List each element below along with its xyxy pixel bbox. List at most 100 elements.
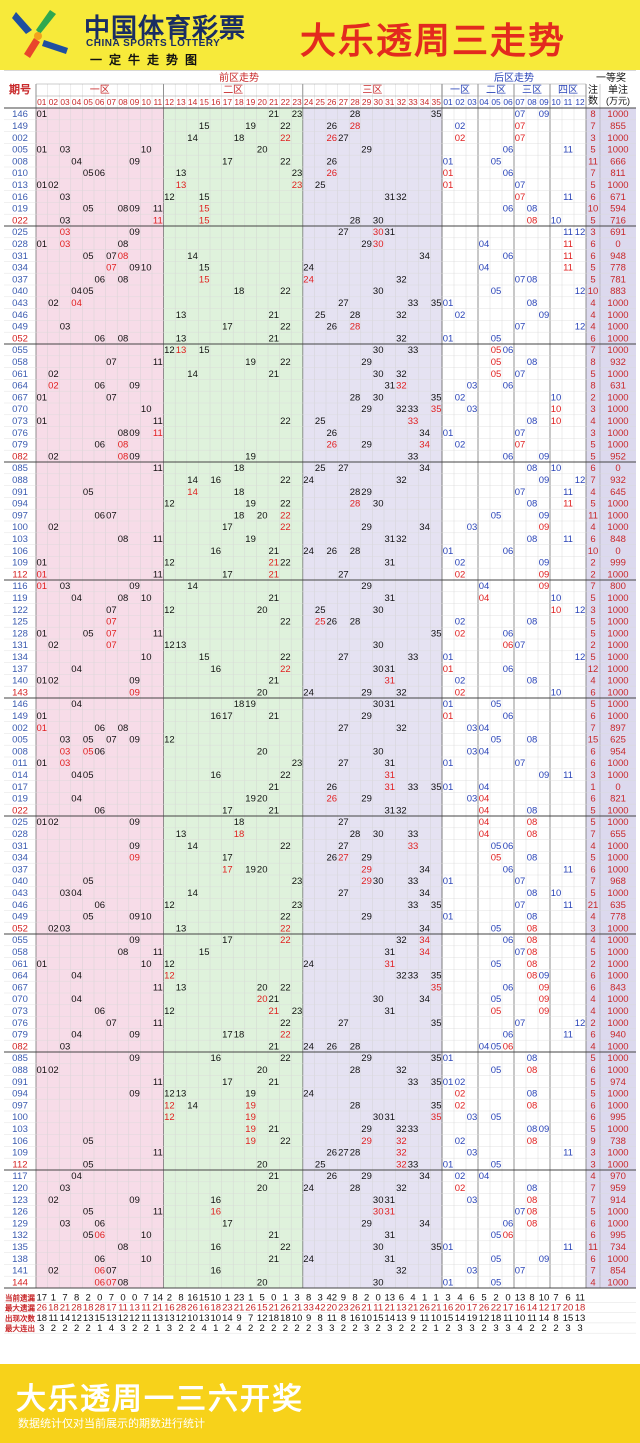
stat-front-value: 23 xyxy=(338,1303,349,1314)
issue-number: 117 xyxy=(12,1171,27,1182)
back-zone-label: 一区 xyxy=(450,84,470,96)
front-ball: 11 xyxy=(153,1148,163,1159)
stat-front-value: 21 xyxy=(153,1303,164,1314)
front-ball: 11 xyxy=(153,1018,163,1029)
front-ball: 31 xyxy=(385,227,396,238)
issue-number: 013 xyxy=(12,180,28,191)
front-ball: 06 xyxy=(95,1266,106,1277)
front-ball: 02 xyxy=(48,298,59,309)
prize-count: 6 xyxy=(590,971,595,982)
back-ball: 07 xyxy=(515,322,526,333)
stat-front-value: 17 xyxy=(37,1292,48,1303)
back-ball: 06 xyxy=(503,451,514,462)
front-ball: 11 xyxy=(153,628,163,639)
first-prize-header: 一等奖 xyxy=(596,71,626,84)
front-ball: 01 xyxy=(37,581,48,592)
stat-front-value: 3 xyxy=(167,1323,172,1334)
front-ball: 26 xyxy=(327,782,338,793)
front-ball: 05 xyxy=(83,1136,94,1147)
prize-count: 6 xyxy=(590,982,595,993)
front-ball: 31 xyxy=(385,805,396,816)
prize-amount: 970 xyxy=(610,1171,626,1182)
stat-front-value: 11 xyxy=(118,1303,128,1314)
prize-count: 5 xyxy=(590,699,595,710)
prize-count: 4 xyxy=(590,487,595,498)
prize-amount: 800 xyxy=(610,581,626,592)
prize-count: 5 xyxy=(590,1124,595,1135)
stat-front-value: 15 xyxy=(95,1313,106,1324)
stat-front-value: 2 xyxy=(86,1292,91,1303)
front-ball: 28 xyxy=(350,546,361,557)
back-ball: 10 xyxy=(551,416,562,427)
issue-number: 046 xyxy=(12,900,28,911)
prize-count: 3 xyxy=(590,605,595,616)
stat-front-value: 10 xyxy=(431,1313,442,1324)
front-ball: 29 xyxy=(361,711,372,722)
front-ball: 01 xyxy=(37,959,48,970)
stat-front-value: 11 xyxy=(48,1313,58,1324)
back-ball: 09 xyxy=(539,451,550,462)
front-ball: 22 xyxy=(280,652,291,663)
front-ball: 29 xyxy=(361,357,372,368)
stat-front-value: 13 xyxy=(129,1303,140,1314)
prize-count: 10 xyxy=(588,286,599,297)
stat-front-value: 2 xyxy=(74,1323,79,1334)
prize-count: 11 xyxy=(588,510,598,521)
stat-front-value: 3 xyxy=(329,1323,334,1334)
front-number-header: 31 xyxy=(385,97,395,107)
front-ball: 31 xyxy=(385,593,396,604)
front-ball: 07 xyxy=(106,392,117,403)
footer-banner: 大乐透周一三六开奖 数据统计仅对当前展示的期数进行统计 xyxy=(0,1364,640,1443)
prize-count: 6 xyxy=(590,758,595,769)
prize-count: 4 xyxy=(590,416,595,427)
prize-count: 6 xyxy=(590,192,595,203)
front-ball: 11 xyxy=(153,1207,163,1218)
front-ball: 07 xyxy=(106,617,117,628)
back-ball: 06 xyxy=(503,1041,514,1052)
issue-number: 143 xyxy=(12,687,28,698)
prize-amount: 968 xyxy=(610,876,626,887)
issue-number: 076 xyxy=(12,1018,28,1029)
back-number-header: 11 xyxy=(564,97,573,107)
front-ball: 29 xyxy=(361,876,372,887)
prize-amount: 1000 xyxy=(607,1159,628,1170)
back-ball: 08 xyxy=(527,357,538,368)
back-ball: 06 xyxy=(503,145,514,156)
front-ball: 17 xyxy=(222,569,233,580)
issue-number: 005 xyxy=(12,145,28,156)
front-ball: 01 xyxy=(37,416,48,427)
stat-front-value: 42 xyxy=(327,1292,338,1303)
prize-count: 10 xyxy=(588,546,599,557)
prize-count: 4 xyxy=(590,298,595,309)
front-ball: 07 xyxy=(106,510,117,521)
front-number-header: 23 xyxy=(292,97,302,107)
front-ball: 08 xyxy=(118,239,129,250)
stat-front-value: 8 xyxy=(318,1313,323,1324)
front-ball: 05 xyxy=(83,912,94,923)
front-ball: 08 xyxy=(118,333,129,344)
stat-back-value: 3 xyxy=(457,1323,462,1334)
back-ball: 03 xyxy=(467,1195,478,1206)
front-ball: 29 xyxy=(361,687,372,698)
front-ball: 22 xyxy=(280,664,291,675)
issue-number: 112 xyxy=(12,1159,27,1170)
back-ball: 11 xyxy=(563,487,573,498)
front-ball: 34 xyxy=(419,947,430,958)
back-ball: 08 xyxy=(527,1195,538,1206)
front-ball: 17 xyxy=(222,1077,233,1088)
front-ball: 19 xyxy=(245,357,256,368)
back-ball: 08 xyxy=(527,298,538,309)
issue-number: 141 xyxy=(12,1266,28,1277)
back-number-header: 08 xyxy=(527,97,537,107)
back-ball: 03 xyxy=(467,381,478,392)
front-ball: 22 xyxy=(280,475,291,486)
stat-front-value: 26 xyxy=(245,1303,256,1314)
front-ball: 18 xyxy=(234,817,245,828)
front-ball: 27 xyxy=(338,758,349,769)
prize-count: 3 xyxy=(590,1159,595,1170)
front-ball: 19 xyxy=(245,499,256,510)
back-ball: 12 xyxy=(575,652,586,663)
back-ball: 04 xyxy=(479,805,490,816)
prize-count: 3 xyxy=(590,770,595,781)
stat-front-value: 2 xyxy=(248,1323,253,1334)
